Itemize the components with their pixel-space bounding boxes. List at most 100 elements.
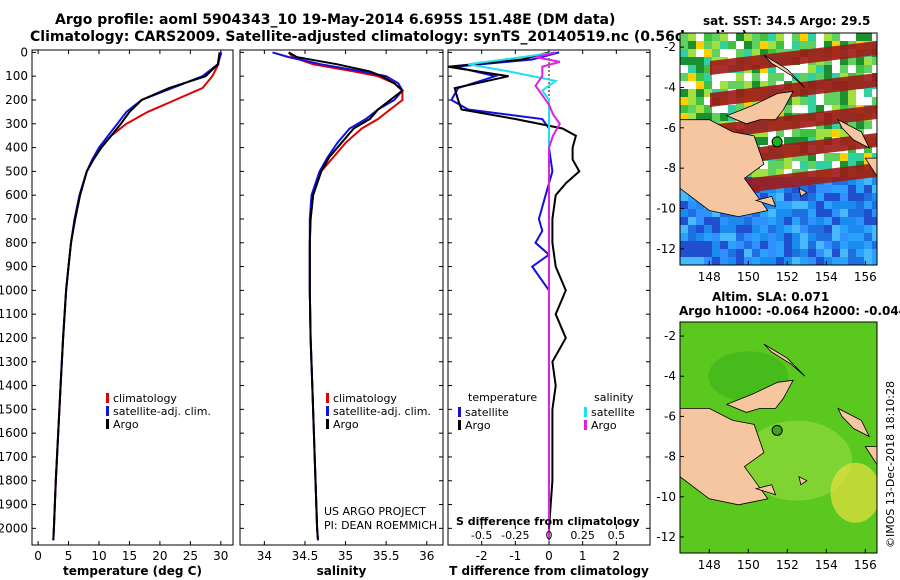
sst-cell: [792, 185, 800, 193]
cloud-band: [710, 73, 877, 107]
land-mass: [754, 195, 777, 208]
sst-cell: [856, 177, 864, 185]
sst-cell: [760, 81, 768, 89]
sst-cell: [792, 97, 800, 105]
sst-cell: [744, 41, 752, 49]
sst-cell: [712, 233, 720, 241]
sst-cell: [840, 177, 848, 185]
sst-cell: [776, 129, 784, 137]
sst-cell: [776, 225, 784, 233]
sst-cell: [824, 89, 832, 97]
sst-cell: [696, 89, 704, 97]
map-field: [680, 322, 877, 553]
sst-cell: [824, 185, 832, 193]
sst-cell: [832, 241, 840, 249]
sst-cell: [808, 161, 816, 169]
sst-cell: [832, 105, 840, 113]
sst-cell: [688, 257, 696, 265]
sst-cell: [856, 153, 864, 161]
sst-cell: [784, 241, 792, 249]
sst-cell: [784, 137, 792, 145]
legend-label: Argo: [591, 419, 617, 432]
sst-cell: [712, 225, 720, 233]
sst-cell: [808, 249, 816, 257]
sst-cell: [816, 217, 824, 225]
sst-cell: [832, 65, 840, 73]
x-tick-label: 0: [545, 549, 553, 563]
sst-cell: [824, 217, 832, 225]
sst-cell: [784, 73, 792, 81]
sst-cell: [784, 185, 792, 193]
sst-cell: [776, 33, 784, 41]
sst-cell: [832, 153, 840, 161]
sst-cell: [704, 89, 712, 97]
sst-cell: [696, 81, 704, 89]
sst-cell: [864, 233, 872, 241]
sst-cell: [800, 97, 808, 105]
sst-cell: [704, 81, 712, 89]
map-y-tick-label: -10: [656, 202, 676, 216]
plot-frame: [31, 49, 234, 546]
sst-cell: [848, 241, 856, 249]
sst-cell: [688, 201, 696, 209]
sst-cell: [704, 233, 712, 241]
sst-cell: [680, 233, 688, 241]
sst-cell: [736, 257, 744, 265]
sst-cell: [776, 217, 784, 225]
sst-cell: [752, 73, 760, 81]
x-tick-label: 25: [183, 549, 198, 563]
map-x-tick-label: 156: [854, 270, 877, 284]
sst-cell: [752, 249, 760, 257]
sst-cell: [688, 89, 696, 97]
sst-cell: [832, 33, 840, 41]
sst-cell: [824, 41, 832, 49]
sst-cell: [736, 225, 744, 233]
sst-cell: [688, 209, 696, 217]
sst-cell: [872, 65, 877, 73]
sst-cell: [696, 225, 704, 233]
map-x-tick-label: 150: [737, 270, 760, 284]
sst-cell: [824, 257, 832, 265]
sst-cell: [728, 41, 736, 49]
sst-cell: [736, 249, 744, 257]
sst-cell: [776, 233, 784, 241]
sst-cell: [792, 65, 800, 73]
sst-cell: [832, 201, 840, 209]
sst-cell: [680, 201, 688, 209]
sst-cell: [704, 257, 712, 265]
sst-cell: [816, 33, 824, 41]
sst-cell: [720, 81, 728, 89]
sst-cell: [816, 193, 824, 201]
y-tick-label: 400: [5, 141, 28, 155]
sst-cell: [832, 57, 840, 65]
sst-cell: [768, 33, 776, 41]
sst-cell: [744, 225, 752, 233]
sst-cell: [816, 185, 824, 193]
sst-cell: [848, 57, 856, 65]
x-tick-label: 2: [613, 549, 621, 563]
sst-cell: [816, 209, 824, 217]
y-tick-label: 100: [5, 69, 28, 83]
y-tick-label: 1800: [0, 474, 28, 488]
sst-cell: [872, 209, 877, 217]
sst-cell: [680, 49, 688, 57]
sst-cell: [704, 41, 712, 49]
sst-cell: [856, 33, 864, 41]
sst-cell: [752, 33, 760, 41]
sst-cell: [832, 161, 840, 169]
sst-cell: [776, 193, 784, 201]
sst-cell: [840, 217, 848, 225]
sst-cell: [696, 97, 704, 105]
sst-cell: [848, 233, 856, 241]
s-axis-tick-label: 0: [546, 529, 553, 542]
sst-cell: [856, 209, 864, 217]
sst-cell: [784, 209, 792, 217]
sst-cell: [704, 241, 712, 249]
sst-cell: [808, 257, 816, 265]
sst-cell: [816, 65, 824, 73]
sst-cell: [808, 209, 816, 217]
sst-cell: [816, 161, 824, 169]
legend-label: satellite-adj. clim.: [113, 405, 211, 418]
y-tick-label: 1900: [0, 498, 28, 512]
